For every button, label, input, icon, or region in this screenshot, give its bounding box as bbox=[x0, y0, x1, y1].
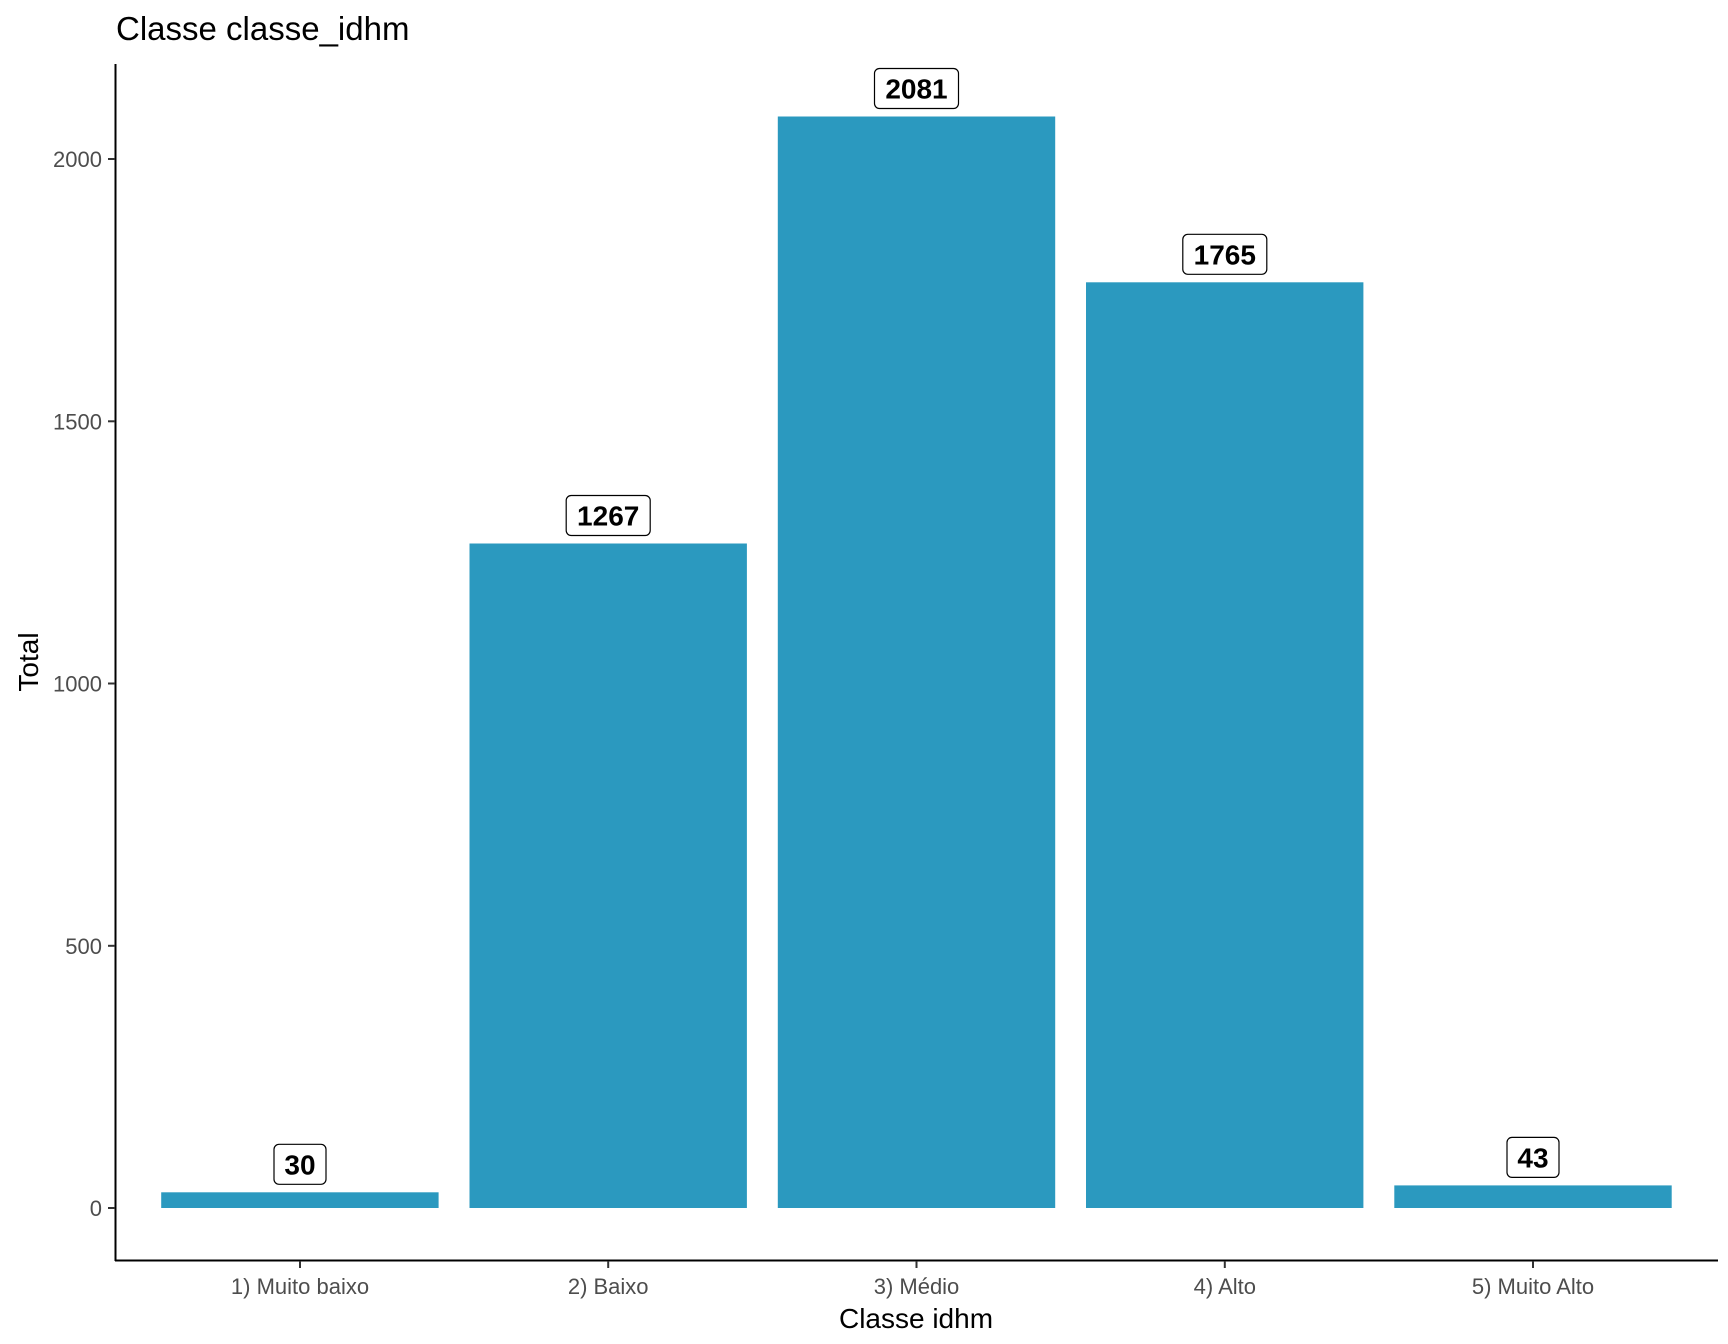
data-label-box bbox=[1506, 1136, 1560, 1179]
bar bbox=[469, 543, 747, 1208]
data-label: 2081 bbox=[885, 74, 947, 105]
y-axis-ticks: 0 500 1000 1500 2000 bbox=[53, 147, 115, 1221]
y-axis-title: Total bbox=[13, 632, 44, 691]
data-label: 43 bbox=[1517, 1142, 1548, 1173]
y-tick-label: 1000 bbox=[53, 672, 102, 697]
data-label-box bbox=[1182, 233, 1268, 275]
y-tick-label: 2000 bbox=[53, 147, 102, 172]
x-tick-label: 5) Muito Alto bbox=[1472, 1274, 1594, 1299]
chart-title: Classe classe_idhm bbox=[116, 10, 409, 47]
x-axis-ticks: 1) Muito baixo 2) Baixo 3) Médio 4) Alto 5) … bbox=[231, 1261, 1594, 1299]
x-tick-label: 4) Alto bbox=[1194, 1274, 1256, 1299]
x-axis-title: Classe idhm bbox=[839, 1303, 993, 1334]
data-label-box bbox=[873, 67, 960, 110]
bars bbox=[161, 116, 1672, 1208]
data-label-box bbox=[273, 1143, 327, 1185]
bar bbox=[777, 116, 1056, 1208]
data-label: 30 bbox=[284, 1149, 315, 1180]
x-tick-label: 2) Baixo bbox=[568, 1274, 649, 1299]
bar bbox=[1086, 282, 1364, 1208]
data-label-box bbox=[565, 494, 651, 537]
y-tick-label: 500 bbox=[65, 934, 102, 959]
data-labels: 30 1267 2081 1765 43 bbox=[273, 67, 1560, 1185]
x-tick-label: 1) Muito baixo bbox=[231, 1274, 369, 1299]
y-tick-label: 0 bbox=[90, 1196, 102, 1221]
x-tick-label: 3) Médio bbox=[874, 1274, 960, 1299]
data-label: 1765 bbox=[1194, 239, 1256, 270]
y-tick-label: 1500 bbox=[53, 409, 102, 434]
data-label: 1267 bbox=[577, 501, 639, 532]
bar bbox=[161, 1192, 439, 1208]
bar bbox=[1394, 1185, 1672, 1208]
